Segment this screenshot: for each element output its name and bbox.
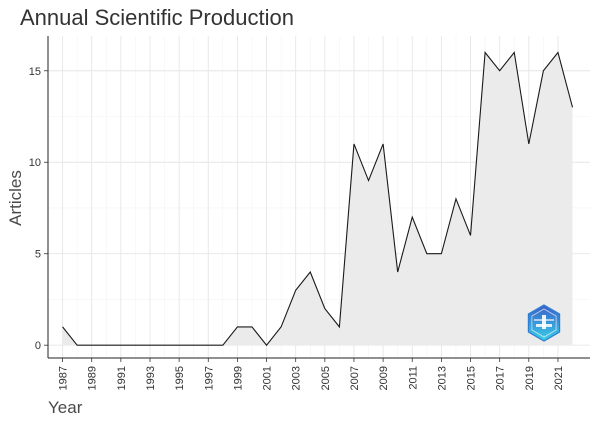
x-tick-label: 2007	[349, 366, 361, 390]
x-tick-label: 2005	[320, 366, 332, 390]
area-series	[62, 51, 574, 347]
area-fill	[62, 52, 573, 346]
x-axis-title: Year	[48, 398, 83, 417]
x-tick-label: 1991	[116, 366, 128, 390]
x-tick-label: 2003	[291, 366, 303, 390]
x-tick-label: 1997	[203, 366, 215, 390]
y-tick-label: 15	[29, 66, 41, 78]
x-tick-label: 1993	[145, 366, 157, 390]
y-axis-ticks: 0 5 10 15	[29, 66, 48, 352]
logo-bar	[536, 324, 552, 327]
x-tick-label: 2019	[524, 366, 536, 390]
x-tick-label: 2015	[466, 366, 478, 390]
series-line	[62, 51, 574, 347]
x-tick-label: 2017	[495, 366, 507, 390]
logo-bar-top	[534, 319, 554, 321]
x-axis-ticks: 1987 1989 1991 1993 1995 1997 1999 2001 2003 2005…	[58, 358, 565, 390]
x-tick-label: 1999	[232, 366, 244, 390]
x-tick-label: 1987	[58, 366, 70, 390]
x-tick-label: 2009	[378, 366, 390, 390]
chart-title: Annual Scientific Production	[20, 5, 294, 30]
logo-hexagon-inner	[531, 308, 557, 338]
logo-icon	[527, 304, 561, 342]
x-tick-label: 1995	[174, 366, 186, 390]
x-tick-label: 2021	[553, 366, 565, 390]
x-tick-label: 2013	[436, 366, 448, 390]
x-tick-label: 2001	[262, 366, 274, 390]
logo-tower	[542, 315, 546, 329]
y-tick-label: 5	[35, 249, 41, 261]
x-tick-label: 2011	[407, 366, 419, 390]
x-tick-label: 1989	[87, 366, 99, 390]
y-tick-label: 10	[29, 157, 41, 169]
y-axis-title: Articles	[6, 170, 25, 226]
y-tick-label: 0	[35, 340, 41, 352]
